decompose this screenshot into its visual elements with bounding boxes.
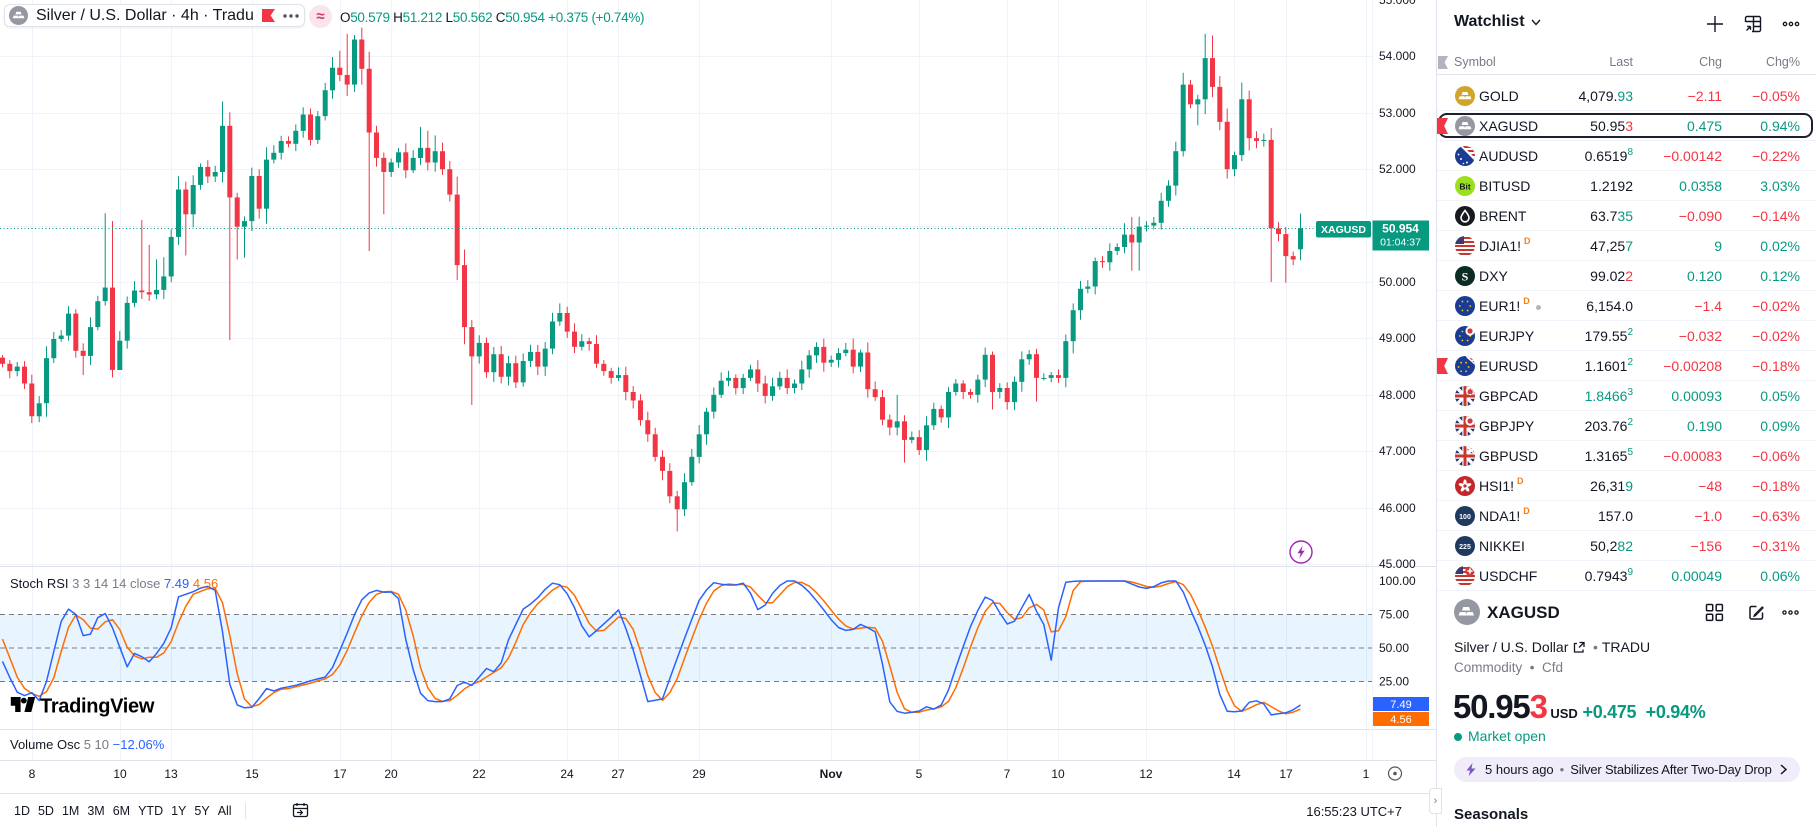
svg-text:1: 1 (1363, 767, 1370, 781)
svg-text:4.56: 4.56 (1390, 714, 1411, 726)
svg-text:54.000: 54.000 (1379, 49, 1416, 63)
svg-text:10: 10 (1051, 767, 1065, 781)
svg-text:XAGUSD: XAGUSD (1321, 224, 1366, 236)
svg-text:50.954: 50.954 (1382, 222, 1419, 236)
svg-text:52.000: 52.000 (1379, 162, 1416, 176)
svg-text:20: 20 (384, 767, 398, 781)
svg-text:50.000: 50.000 (1379, 275, 1416, 289)
svg-text:25.00: 25.00 (1379, 675, 1409, 689)
svg-text:S: S (1462, 270, 1469, 284)
svg-text:Bit: Bit (1459, 182, 1471, 192)
svg-text:7.49: 7.49 (1390, 699, 1411, 711)
svg-text:13: 13 (164, 767, 178, 781)
svg-text:17: 17 (333, 767, 347, 781)
svg-text:225: 225 (1459, 544, 1471, 551)
svg-text:15: 15 (245, 767, 259, 781)
svg-text:22: 22 (472, 767, 486, 781)
svg-text:47.000: 47.000 (1379, 444, 1416, 458)
svg-text:Stoch RSI 3 3 14 14 close 7.4: Stoch RSI 3 3 14 14 close 7.49 4.56 (10, 576, 218, 591)
svg-text:5: 5 (916, 767, 923, 781)
svg-text:100: 100 (1459, 514, 1471, 521)
svg-text:45.000: 45.000 (1379, 557, 1416, 571)
svg-text:55.000: 55.000 (1379, 0, 1416, 7)
svg-text:Volume Osc 5 10 −12.06%: Volume Osc 5 10 −12.06% (10, 737, 165, 752)
svg-text:TradingView: TradingView (40, 696, 155, 718)
svg-text:24: 24 (560, 767, 574, 781)
svg-text:29: 29 (692, 767, 706, 781)
svg-text:Nov: Nov (820, 767, 843, 781)
svg-text:100.00: 100.00 (1379, 574, 1416, 588)
svg-text:75.00: 75.00 (1379, 608, 1409, 622)
svg-text:8: 8 (29, 767, 36, 781)
svg-text:17: 17 (1279, 767, 1293, 781)
svg-text:50.00: 50.00 (1379, 641, 1409, 655)
svg-text:10: 10 (113, 767, 127, 781)
svg-text:01:04:37: 01:04:37 (1380, 237, 1421, 249)
svg-text:27: 27 (611, 767, 625, 781)
svg-text:46.000: 46.000 (1379, 501, 1416, 515)
svg-text:14: 14 (1227, 767, 1241, 781)
svg-text:12: 12 (1139, 767, 1153, 781)
svg-text:7: 7 (1004, 767, 1011, 781)
svg-text:53.000: 53.000 (1379, 106, 1416, 120)
svg-text:48.000: 48.000 (1379, 388, 1416, 402)
svg-text:49.000: 49.000 (1379, 331, 1416, 345)
